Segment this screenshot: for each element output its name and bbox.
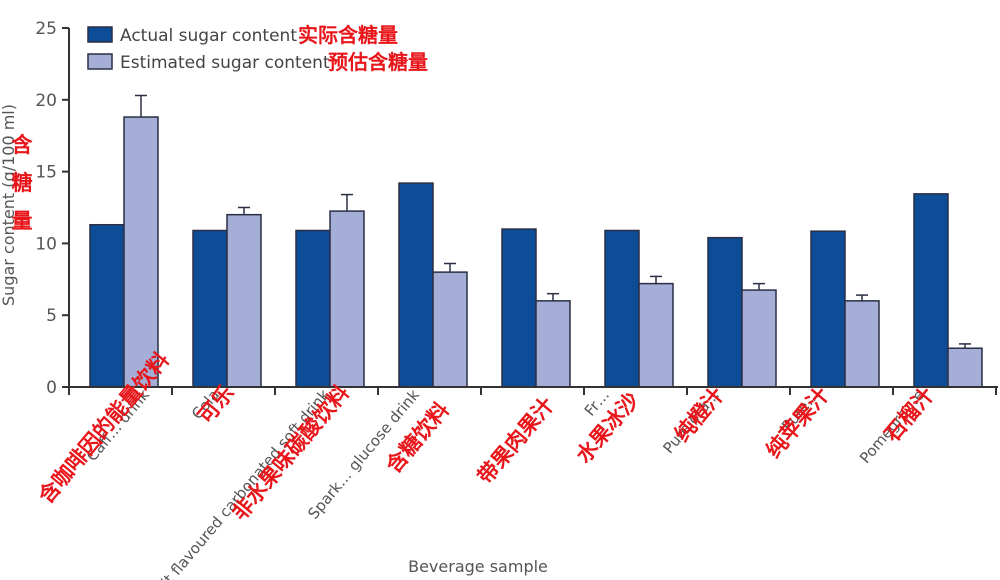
y-tick-label: 25 [35,19,57,39]
x-axis-title: Beverage sample [408,557,548,576]
x-category-label-cn: 非水果味碳酸饮料 [227,381,353,525]
y-tick-label: 20 [35,91,57,111]
bar-estimated [329,210,365,388]
bar-actual [501,228,537,388]
legend-label: Actual sugar content [120,26,297,46]
svg-text:量: 量 [12,209,33,233]
bar-estimated [844,300,880,388]
y-axis: 0 5 10 15 20 25 [35,19,70,398]
bar-actual [604,229,640,388]
legend-label-cn: 预估含糖量 [328,50,428,74]
legend: Actual sugar content 实际含糖量 Estimated sugar… [87,23,428,74]
bar-actual [295,229,331,388]
y-tick-label: 5 [46,306,57,326]
bar-estimated [638,282,674,388]
y-tick-label: 10 [35,234,57,254]
legend-swatch [87,26,113,43]
y-axis-title: Sugar content (g/100 ml) [0,104,18,306]
bar-estimated [226,213,262,388]
bar-actual [913,193,949,388]
bar-estimated [123,116,159,388]
y-axis-title-cn: 含糖量 [12,133,34,233]
x-category-label-cn: 纯苹果汁 [761,383,833,463]
svg-text:糖: 糖 [12,171,33,195]
x-category-label-cn: 纯橙汁 [670,383,729,447]
x-category-label-cn: 带果肉果汁 [473,393,559,489]
bars [89,94,983,388]
bar-actual [192,229,228,388]
legend-label-cn: 实际含糖量 [298,23,398,47]
bar-actual [707,236,743,388]
y-tick-label: 0 [46,378,57,398]
legend-swatch [87,53,113,70]
bar-actual [398,182,434,388]
legend-label: Estimated sugar content [120,53,330,73]
x-category-label: Non-fruit flavoured carbonated soft drin… [121,386,333,580]
bar-estimated [947,347,983,388]
svg-text:含: 含 [12,133,34,157]
bar-estimated [741,289,777,388]
y-tick-label: 15 [35,163,57,183]
bar-estimated [535,300,571,388]
bar-actual [89,223,125,388]
bar-actual [810,230,846,388]
bar-estimated [432,271,468,388]
